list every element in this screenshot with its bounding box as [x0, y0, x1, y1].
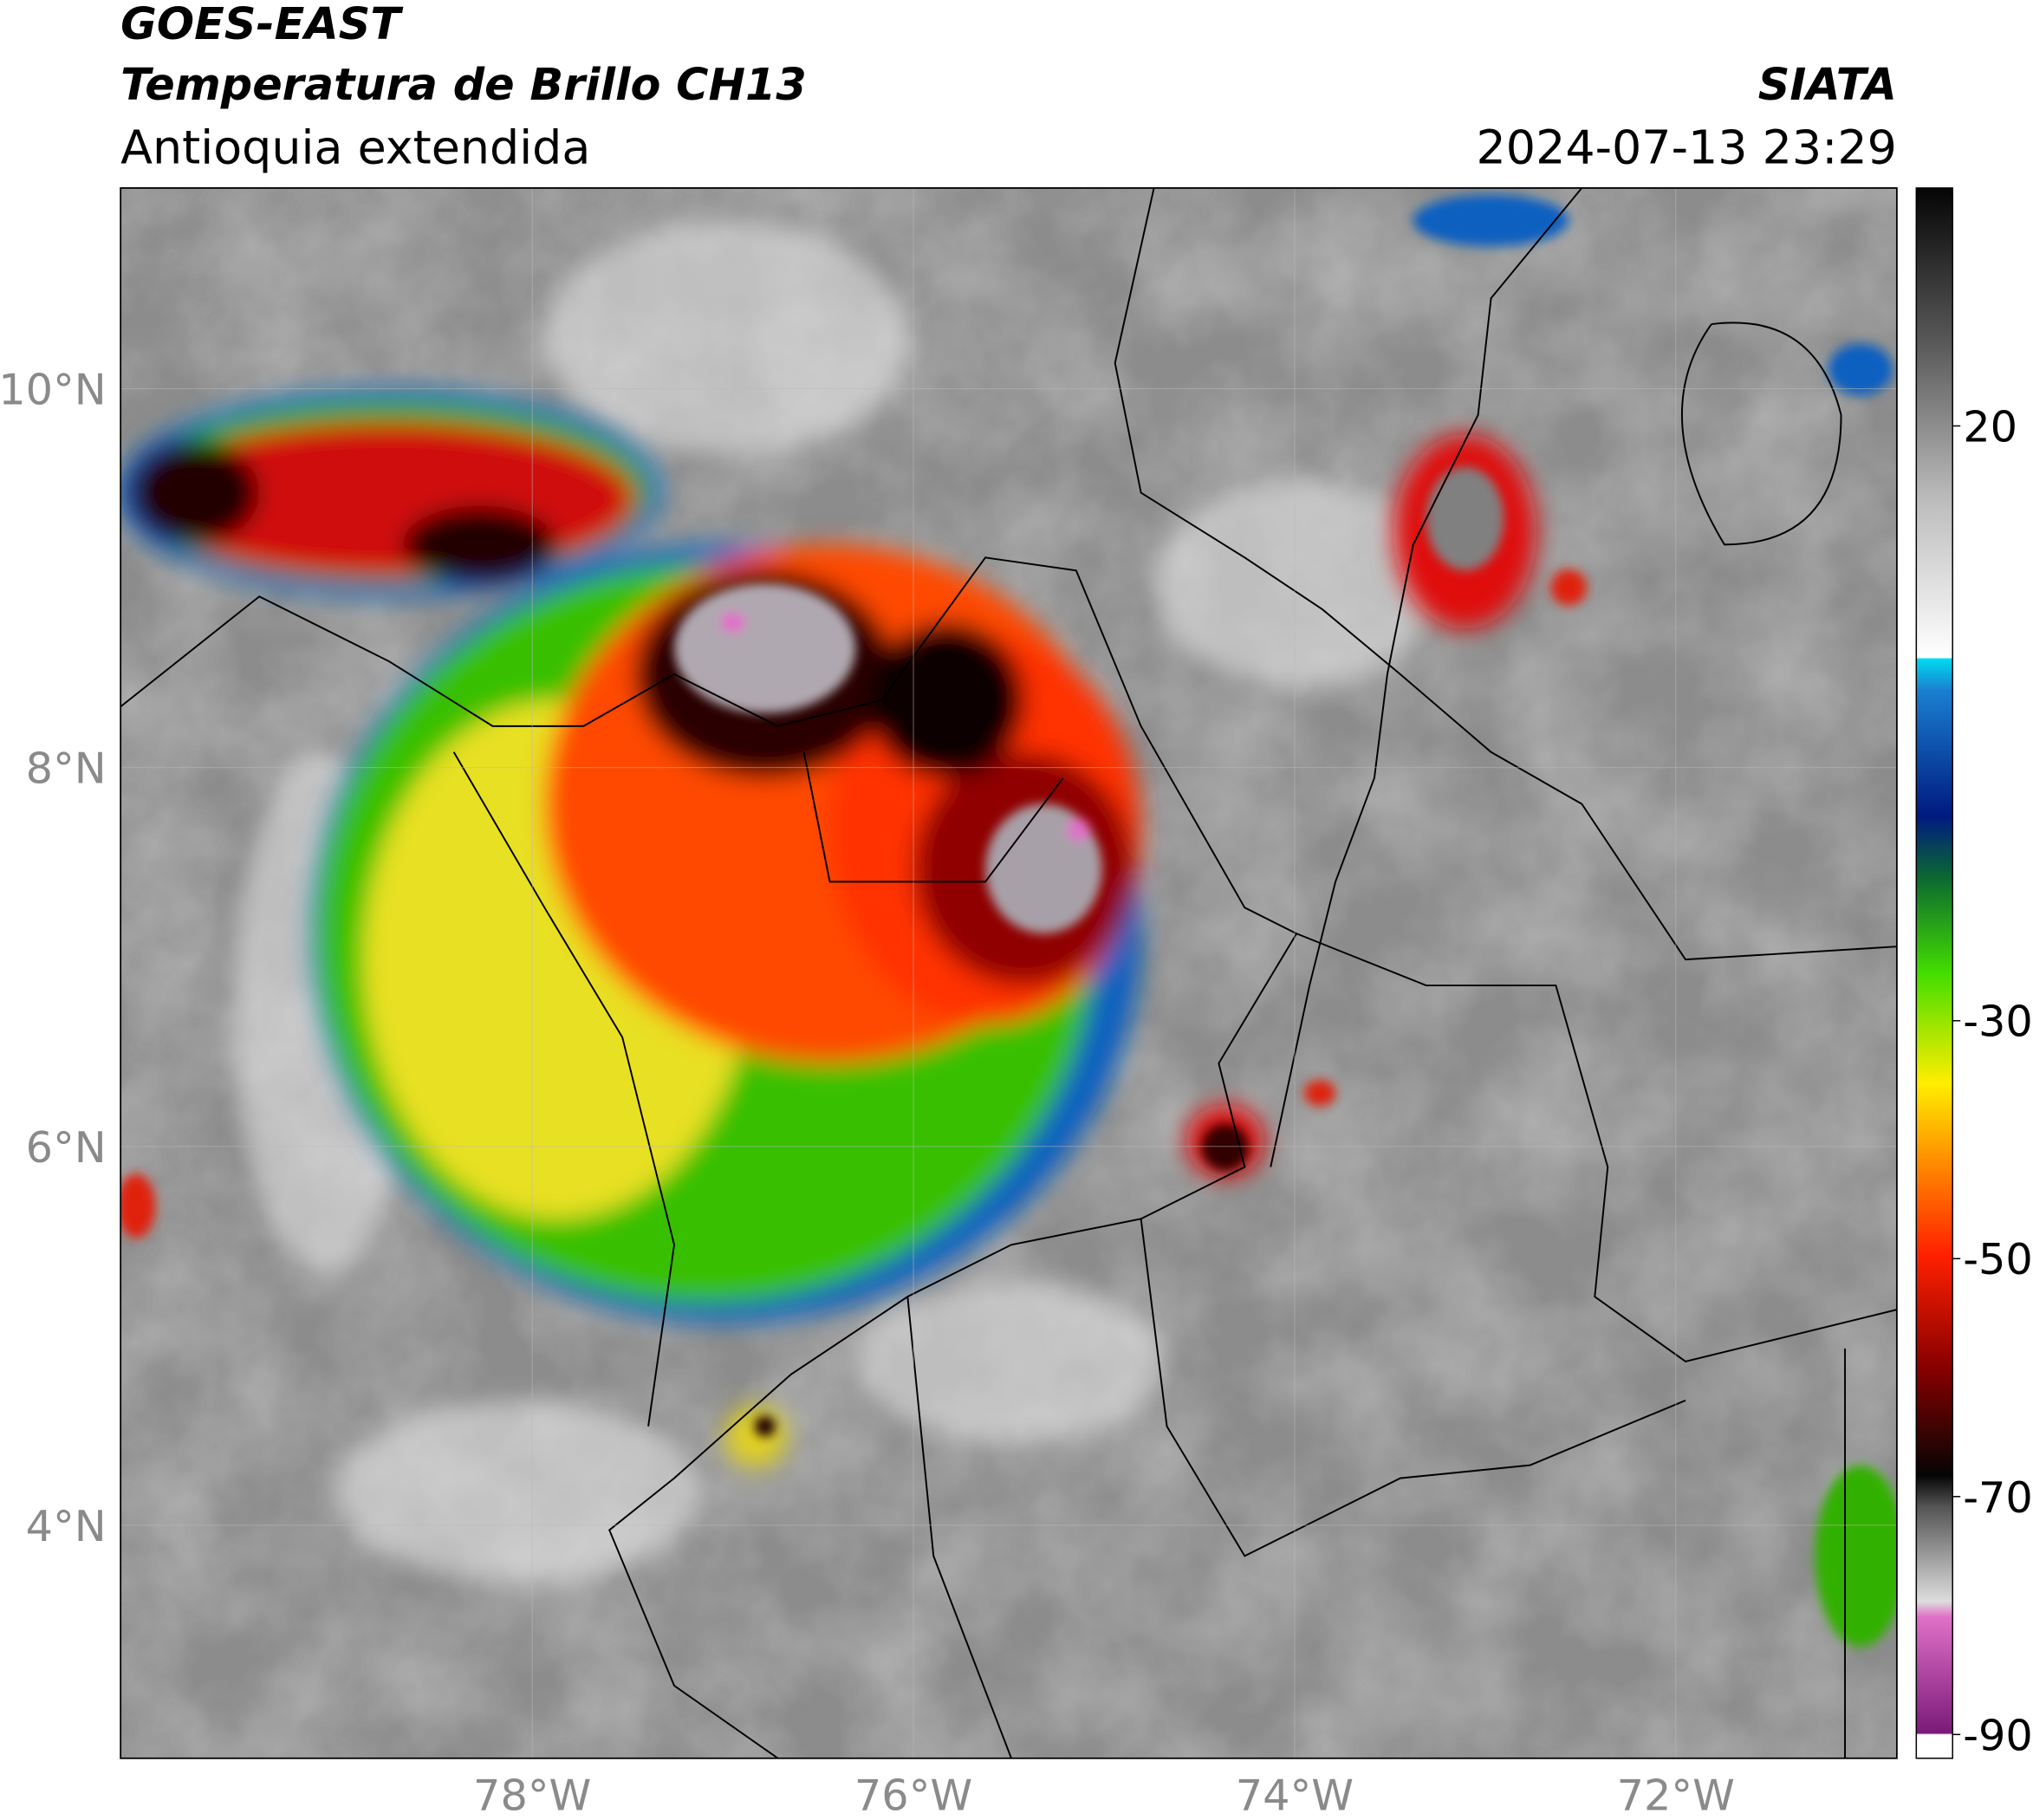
source-label: SIATA — [1758, 59, 1897, 110]
y-tick-label: 8°N — [26, 744, 107, 794]
colorbar-tick-label: -30 — [1963, 997, 2033, 1047]
colorbar-tick-label: -90 — [1963, 1710, 2033, 1760]
y-tick-label: 4°N — [26, 1501, 107, 1551]
colorbar-tick-label: -50 — [1963, 1234, 2033, 1284]
colorbar-tick-label: 20 — [1963, 401, 2017, 452]
satellite-title: GOES-EAST — [120, 0, 404, 49]
map-frame — [120, 187, 1898, 1759]
x-tick-label: 72°W — [1617, 1771, 1735, 1820]
x-tick-label: 74°W — [1236, 1771, 1354, 1820]
product-title: Temperatura de Brillo CH13 — [120, 59, 807, 110]
y-tick-label: 6°N — [26, 1122, 107, 1173]
satellite-image — [120, 187, 1897, 1758]
colorbar-tick-label: -70 — [1963, 1472, 2033, 1523]
x-tick-label: 78°W — [473, 1771, 591, 1820]
y-tick-label: 10°N — [0, 365, 107, 415]
colorbar — [1915, 187, 1953, 1759]
axes: 78°W 76°W 74°W 72°W 4°N 6°N 8°N 10°N 20 -30 -50 -70… — [0, 187, 2033, 1820]
datetime-label: 2024-07-13 23:29 — [1477, 120, 1897, 175]
x-tick-label: 76°W — [854, 1771, 972, 1820]
region-subtitle: Antioquia extendida — [120, 120, 590, 175]
